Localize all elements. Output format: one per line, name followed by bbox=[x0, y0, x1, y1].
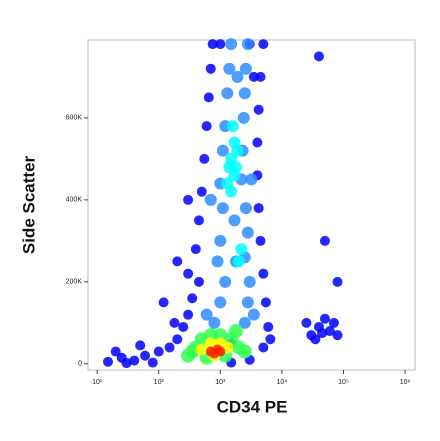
data-point bbox=[265, 334, 276, 345]
data-point bbox=[241, 296, 254, 309]
data-point bbox=[214, 234, 227, 247]
data-point bbox=[243, 275, 256, 288]
x-tick-label: 10¹ bbox=[92, 379, 103, 386]
data-point bbox=[239, 62, 252, 75]
data-point bbox=[229, 324, 244, 339]
data-point bbox=[201, 121, 212, 132]
y-tick-label: 600K bbox=[66, 115, 83, 122]
data-point bbox=[172, 334, 183, 345]
data-point bbox=[200, 308, 213, 321]
data-point bbox=[205, 63, 216, 74]
data-point bbox=[238, 316, 251, 329]
data-point bbox=[140, 350, 151, 361]
data-point bbox=[313, 51, 324, 62]
data-point bbox=[153, 346, 164, 357]
data-point bbox=[231, 144, 244, 157]
data-point bbox=[253, 203, 264, 214]
data-point bbox=[241, 226, 254, 239]
x-tick-label: 10² bbox=[154, 379, 165, 386]
data-point bbox=[193, 215, 204, 226]
y-tick-label: 200K bbox=[66, 279, 83, 286]
data-point bbox=[221, 87, 234, 100]
data-point bbox=[221, 177, 234, 190]
data-point bbox=[193, 276, 204, 287]
x-tick-label: 10⁴ bbox=[277, 379, 288, 386]
data-point bbox=[226, 120, 239, 133]
data-point bbox=[324, 326, 335, 337]
data-point bbox=[263, 321, 274, 332]
data-point bbox=[207, 39, 218, 50]
data-point bbox=[204, 193, 217, 206]
x-tick-label: 10³ bbox=[215, 379, 226, 386]
y-tick-label: 400K bbox=[66, 197, 83, 204]
data-point bbox=[231, 70, 244, 83]
data-point bbox=[215, 346, 226, 357]
data-point bbox=[121, 358, 132, 369]
data-point bbox=[135, 340, 146, 351]
data-point bbox=[183, 194, 194, 205]
data-point bbox=[232, 255, 245, 268]
data-point bbox=[235, 243, 248, 256]
data-point bbox=[332, 276, 343, 287]
data-point bbox=[245, 173, 258, 186]
data-point bbox=[239, 202, 252, 215]
data-point bbox=[258, 342, 269, 353]
data-point bbox=[211, 255, 224, 268]
data-point bbox=[185, 344, 200, 359]
data-point bbox=[223, 62, 236, 75]
data-point bbox=[241, 38, 254, 51]
data-point bbox=[208, 316, 221, 329]
y-axis-title: Side Scatter bbox=[19, 155, 38, 254]
data-point bbox=[216, 144, 229, 157]
data-point bbox=[103, 356, 114, 367]
data-point bbox=[183, 309, 194, 320]
data-point bbox=[238, 87, 251, 100]
data-point bbox=[228, 214, 241, 227]
x-tick-label: 10⁵ bbox=[338, 379, 349, 386]
data-point bbox=[223, 161, 236, 174]
data-point bbox=[172, 256, 183, 267]
data-point bbox=[252, 137, 263, 148]
data-point bbox=[328, 317, 339, 328]
data-point bbox=[258, 39, 269, 50]
data-point bbox=[203, 92, 214, 103]
data-point bbox=[187, 293, 198, 304]
data-point bbox=[253, 104, 264, 115]
data-point bbox=[317, 328, 328, 339]
data-point bbox=[247, 308, 260, 321]
data-point bbox=[237, 111, 250, 124]
data-point bbox=[195, 343, 208, 356]
data-point bbox=[215, 39, 226, 50]
data-point bbox=[260, 297, 271, 308]
data-point bbox=[216, 202, 229, 215]
y-tick-label: 0 bbox=[78, 361, 82, 368]
data-point bbox=[301, 317, 312, 328]
data-point bbox=[164, 342, 175, 353]
data-point bbox=[237, 344, 252, 359]
data-point bbox=[225, 38, 238, 51]
data-point bbox=[219, 275, 232, 288]
data-point bbox=[199, 153, 210, 164]
data-point bbox=[255, 235, 266, 246]
data-point bbox=[319, 313, 330, 324]
data-point bbox=[110, 346, 121, 357]
data-point bbox=[319, 235, 330, 246]
data-point bbox=[183, 268, 194, 279]
data-point bbox=[258, 268, 269, 279]
data-point bbox=[147, 357, 158, 368]
x-axis-title: CD34 PE bbox=[217, 397, 288, 416]
data-point bbox=[196, 186, 207, 197]
x-tick-label: 10⁶ bbox=[400, 379, 411, 386]
data-point bbox=[310, 334, 321, 345]
data-point bbox=[190, 244, 201, 255]
data-point bbox=[332, 330, 343, 341]
data-point bbox=[214, 296, 227, 309]
data-point bbox=[178, 321, 189, 332]
data-point bbox=[169, 317, 180, 328]
data-point bbox=[129, 355, 140, 366]
data-point bbox=[248, 71, 259, 82]
plot-frame bbox=[87, 39, 416, 371]
data-point bbox=[158, 297, 169, 308]
